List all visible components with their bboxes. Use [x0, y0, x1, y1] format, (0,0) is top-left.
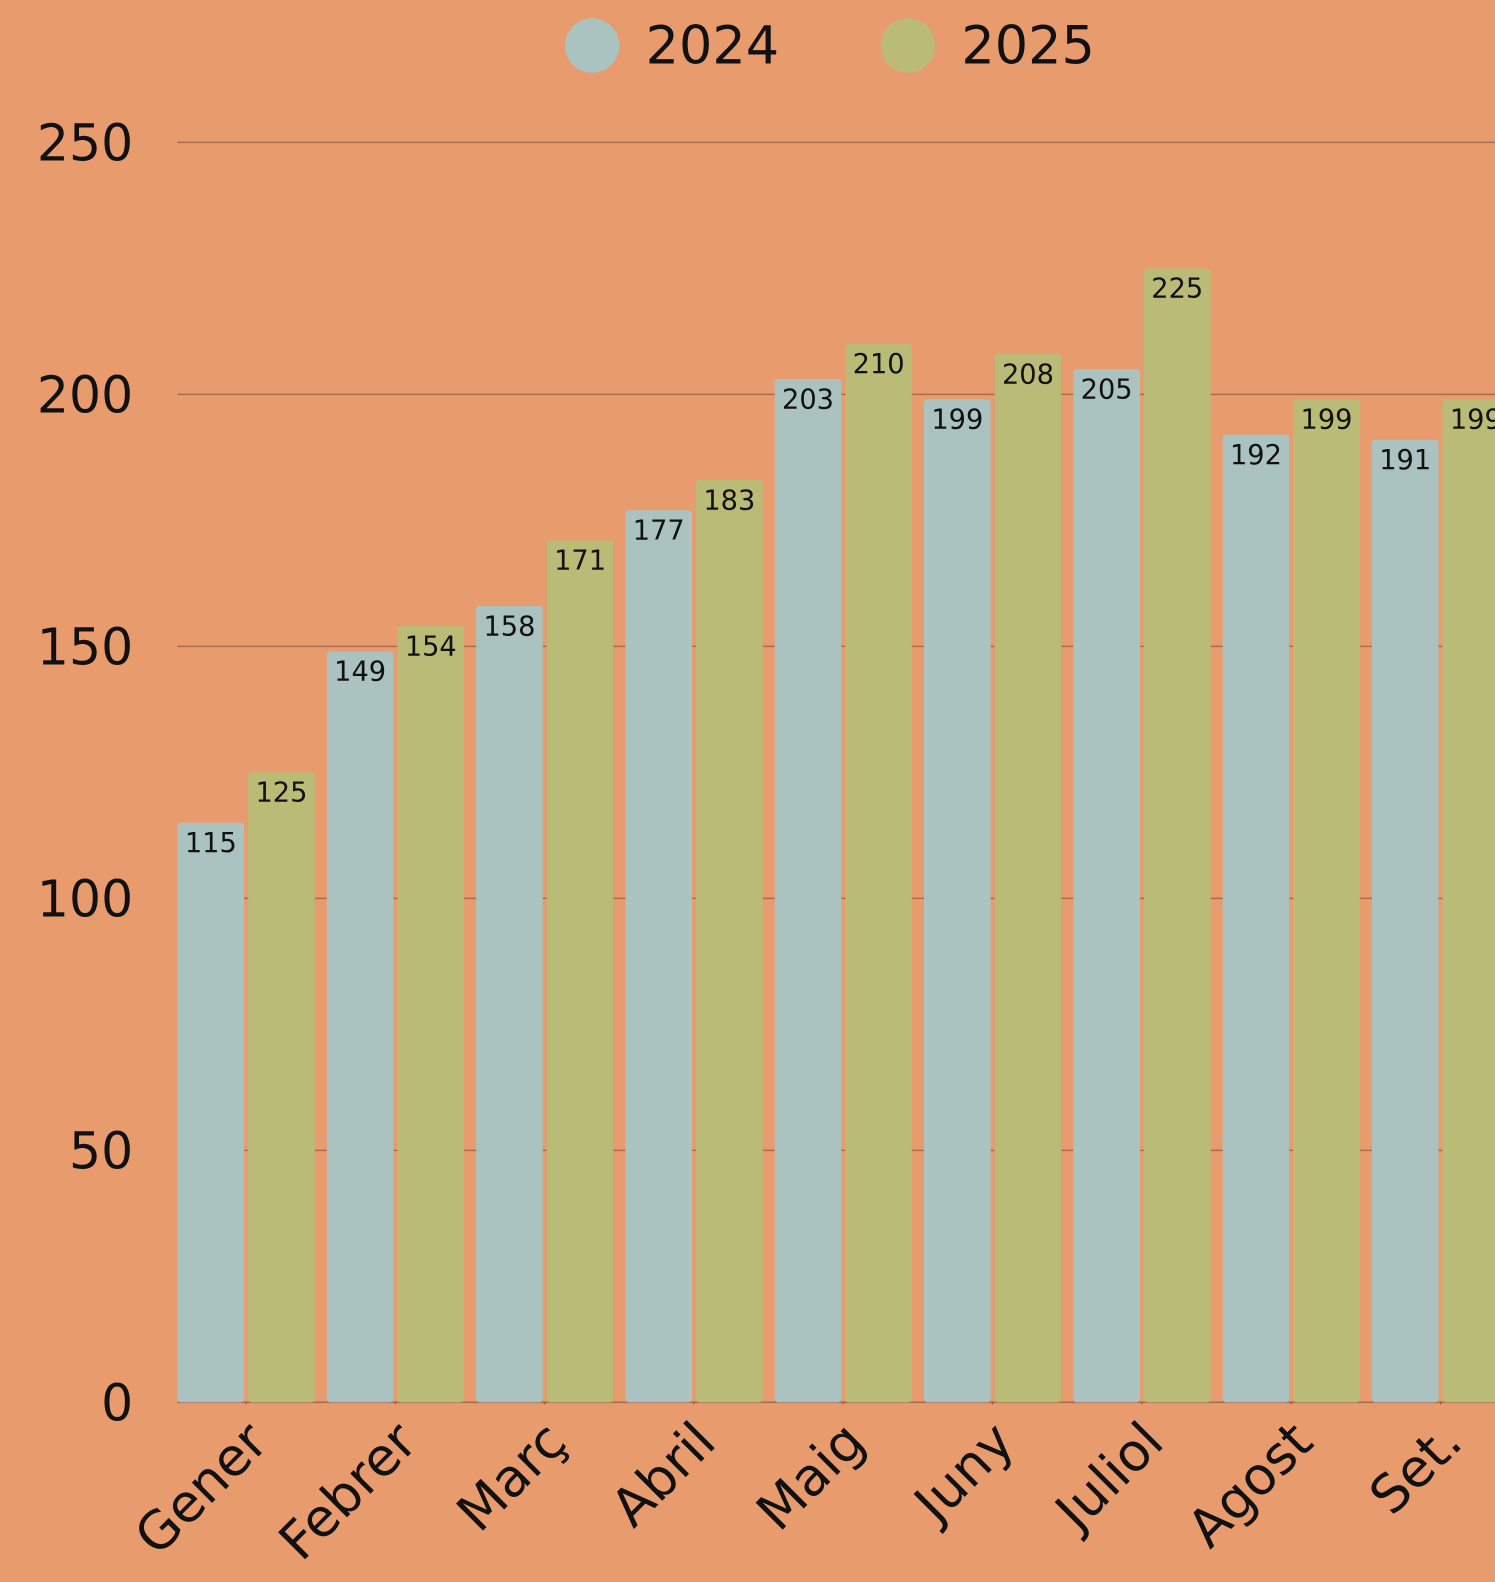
bar — [696, 480, 763, 1403]
legend-swatch — [880, 18, 936, 73]
y-tick-label: 100 — [37, 869, 133, 928]
x-tick-label: Febrer — [268, 1410, 430, 1572]
data-label: 225 — [1151, 274, 1203, 305]
bar — [326, 651, 394, 1403]
y-tick-label: 50 — [69, 1121, 133, 1180]
x-tick-label: Agost — [1176, 1411, 1325, 1560]
bar — [1143, 268, 1211, 1403]
bar — [397, 626, 465, 1403]
data-label: 199 — [1450, 405, 1495, 436]
data-label: 177 — [633, 516, 685, 547]
data-label: 125 — [255, 778, 307, 809]
legend-label: 2024 — [646, 16, 779, 77]
data-label: 210 — [853, 349, 905, 380]
data-label: 171 — [554, 546, 606, 577]
legend-label: 2025 — [961, 16, 1094, 77]
x-tick-label: Març — [445, 1411, 578, 1544]
data-label: 115 — [185, 828, 237, 859]
bar — [774, 379, 842, 1403]
bar — [1222, 434, 1290, 1403]
bar — [1073, 369, 1140, 1403]
x-tick-label: Set. — [1358, 1411, 1474, 1527]
bar — [845, 343, 912, 1403]
data-label: 158 — [483, 611, 535, 642]
data-label: 199 — [1301, 405, 1353, 436]
bar — [1371, 439, 1439, 1403]
data-label: 208 — [1002, 359, 1054, 390]
bar — [625, 510, 693, 1403]
bar — [924, 399, 991, 1403]
y-tick-label: 200 — [37, 366, 133, 425]
x-tick-label: Juliol — [1042, 1411, 1175, 1544]
data-label: 205 — [1081, 374, 1133, 405]
x-tick-label: Abril — [600, 1411, 728, 1539]
bar — [994, 354, 1062, 1403]
y-tick-label: 0 — [101, 1373, 133, 1432]
bar — [1442, 399, 1495, 1403]
bar — [546, 540, 614, 1403]
bar — [177, 822, 245, 1403]
data-label: 191 — [1379, 445, 1431, 476]
data-label: 149 — [334, 657, 386, 688]
x-tick-label: Juny — [901, 1411, 1026, 1536]
y-tick-label: 150 — [37, 618, 133, 677]
data-label: 192 — [1230, 440, 1282, 471]
legend-swatch — [564, 18, 620, 73]
x-tick-label: Gener — [123, 1410, 280, 1567]
bar — [1293, 399, 1360, 1403]
data-label: 203 — [782, 384, 834, 415]
bar — [248, 772, 315, 1403]
x-tick-label: Maig — [745, 1411, 877, 1543]
data-label: 154 — [405, 631, 457, 662]
bar — [476, 606, 543, 1403]
data-label: 199 — [931, 405, 983, 436]
y-tick-label: 250 — [37, 114, 133, 173]
data-label: 183 — [703, 485, 755, 516]
